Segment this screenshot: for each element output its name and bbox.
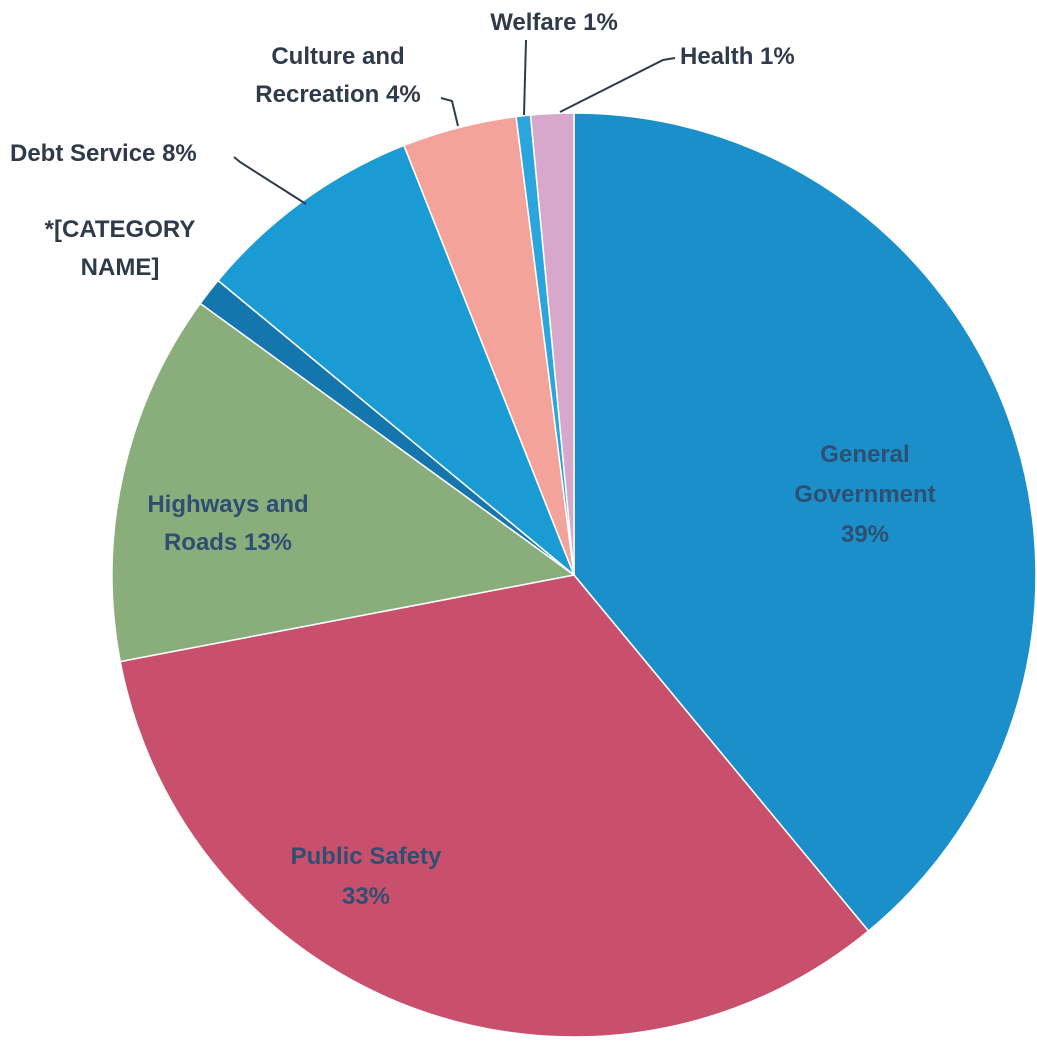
leader-line-culture-and-recreation-4 xyxy=(440,97,459,127)
slice-value-label: 39% xyxy=(841,521,889,548)
slice-label-line: Roads 13% xyxy=(164,529,292,556)
leader-line-debt-service-8 xyxy=(233,156,307,205)
slice-label-line: General xyxy=(820,441,909,468)
slice-label-debt-service-8: Debt Service 8% xyxy=(10,140,197,167)
slice-label-culture-and-recreation-4: Culture and Recreation 4% xyxy=(255,43,420,108)
slice-label-category-name: *[CATEGORY NAME] xyxy=(45,216,196,281)
slice-label-line: Public Safety xyxy=(291,843,442,870)
slice-label-line: Recreation 4% xyxy=(255,81,420,108)
leader-line-health-1 xyxy=(559,57,676,113)
leader-line-welfare-1 xyxy=(523,39,527,116)
slice-label-line: Government xyxy=(794,481,935,508)
slice-label-welfare-1: Welfare 1% xyxy=(490,9,618,36)
slice-label-line: NAME] xyxy=(81,254,160,281)
leader-lines xyxy=(233,39,676,205)
pie-slice-highways-and-roads-13 xyxy=(111,302,576,663)
slice-label-line: Health 1% xyxy=(680,43,795,70)
slice-label-highways-and-roads-13: Highways and Roads 13% xyxy=(147,491,308,556)
slice-value-label: 33% xyxy=(342,883,390,910)
pie-slices xyxy=(111,112,1037,1038)
slice-label-health-1: Health 1% xyxy=(680,43,795,70)
slice-label-general-government: General Government 39% xyxy=(794,441,935,548)
pie-slice-general-government xyxy=(573,112,1037,933)
slice-label-line: Highways and xyxy=(147,491,308,518)
pie-slice-health-1 xyxy=(529,112,575,576)
slice-label-line: Welfare 1% xyxy=(490,9,618,36)
pie-slice-public-safety xyxy=(119,574,870,1038)
slice-label-line: Culture and xyxy=(271,43,404,70)
slice-label-line: *[CATEGORY xyxy=(45,216,196,243)
slice-labels: General Government 39% Public Safety 33% High… xyxy=(10,9,936,910)
slice-label-line: Debt Service 8% xyxy=(10,140,197,167)
slice-label-public-safety: Public Safety 33% xyxy=(291,843,442,910)
